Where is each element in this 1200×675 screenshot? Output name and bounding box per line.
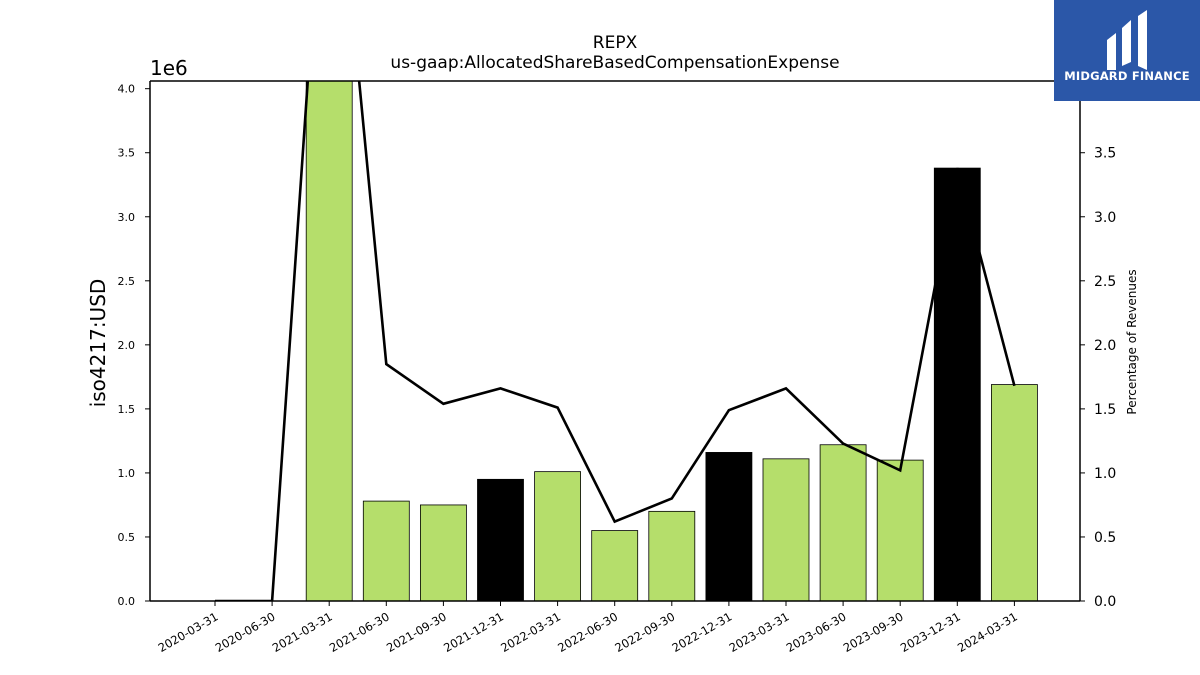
bar (534, 471, 581, 602)
bar (477, 478, 524, 602)
bar-series (305, 80, 1038, 602)
x-tick-label: 2022-09-30 (612, 609, 677, 655)
chart-subtitle: us-gaap:AllocatedShareBasedCompensationE… (390, 53, 839, 73)
y2-tick-label: 0.0 (1094, 594, 1116, 610)
y-tick-label: 1.5 (118, 403, 136, 416)
x-tick-label: 2021-09-30 (384, 609, 449, 655)
x-tick-label: 2021-03-31 (270, 609, 335, 655)
bar (419, 504, 467, 602)
x-tick-label: 2023-03-31 (727, 609, 792, 655)
x-tick-label: 2021-12-31 (441, 609, 506, 655)
y-tick-label: 3.0 (118, 211, 136, 224)
y2-axis-label: Percentage of Revenues (1125, 269, 1139, 414)
y-axis-label: iso4217:USD (86, 279, 110, 408)
y-tick-label: 2.0 (118, 339, 136, 352)
y-scale-label: 1e6 (150, 56, 188, 80)
y-tick-label: 2.5 (118, 275, 136, 288)
bar (705, 452, 753, 602)
x-tick-label: 2020-03-31 (156, 609, 221, 655)
x-tick-label: 2021-06-30 (327, 609, 392, 655)
midgard-finance-logo: MIDGARD FINANCE (1054, 0, 1200, 101)
y2-tick-label: 3.0 (1094, 210, 1116, 226)
bar (991, 384, 1038, 602)
y2-tick-label: 1.0 (1094, 466, 1116, 482)
logo-mark-icon (1107, 10, 1147, 70)
x-tick-label: 2022-12-31 (670, 609, 735, 655)
x-tick-label: 2020-06-30 (213, 609, 278, 655)
bar (305, 80, 353, 602)
y2-tick-label: 2.0 (1094, 338, 1116, 354)
logo-text: MIDGARD FINANCE (1064, 69, 1190, 83)
y2-tick-label: 1.5 (1094, 402, 1116, 418)
y2-tick-label: 2.5 (1094, 274, 1116, 290)
x-tick-label: 2023-09-30 (841, 609, 906, 655)
bar (819, 444, 867, 602)
y-tick-label: 1.0 (118, 467, 136, 480)
y2-tick-label: 3.5 (1094, 146, 1116, 162)
y-tick-label: 4.0 (118, 83, 136, 96)
x-tick-label: 2022-06-30 (555, 609, 620, 655)
chart-title: REPX (593, 33, 638, 53)
x-tick-label: 2022-03-31 (498, 609, 563, 655)
bar (648, 510, 696, 602)
bar (876, 459, 924, 602)
bar (591, 530, 639, 602)
line-path (215, 81, 1016, 601)
bar (762, 458, 810, 602)
y-tick-label: 3.5 (118, 147, 136, 160)
x-tick-label: 2024-03-31 (955, 609, 1020, 655)
x-tick-label: 2023-12-31 (898, 609, 963, 655)
bar (362, 500, 410, 602)
y-tick-label: 0.0 (118, 595, 136, 608)
x-tick-label: 2023-06-30 (784, 609, 849, 655)
y2-tick-label: 0.5 (1094, 530, 1116, 546)
y-tick-label: 0.5 (118, 531, 136, 544)
bar (933, 167, 981, 602)
line-series (215, 81, 1016, 601)
